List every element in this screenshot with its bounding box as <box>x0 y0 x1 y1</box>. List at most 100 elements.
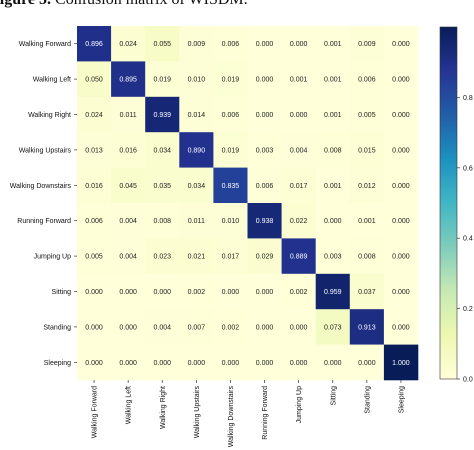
x-tick-label: Sleeping <box>398 386 405 413</box>
y-tick-label: Walking Upstairs <box>19 147 72 154</box>
cell-value-label: 0.024 <box>119 41 137 48</box>
cell-value-label: 0.000 <box>324 360 342 367</box>
cell-value-label: 0.001 <box>324 41 342 48</box>
cell-value-label: 0.000 <box>85 324 103 331</box>
cell-value-label: 0.835 <box>222 183 240 190</box>
cell-value-label: 0.019 <box>153 77 171 84</box>
cell-value-label: 0.007 <box>188 324 206 331</box>
heatmap-cell <box>145 309 180 345</box>
cell-value-label: 0.004 <box>119 218 137 225</box>
heatmap-cell <box>247 238 282 275</box>
heatmap-cell <box>383 61 419 98</box>
x-tick-label: Walking Left <box>126 386 133 424</box>
heatmap-cell <box>77 132 112 168</box>
cell-value-label: 0.017 <box>290 183 308 190</box>
heatmap-cell <box>349 96 385 133</box>
heatmap-cell <box>383 203 419 239</box>
cell-value-label: 0.896 <box>85 41 103 48</box>
cell-value-label: 0.006 <box>256 183 274 190</box>
heatmap-cell <box>281 203 316 239</box>
cell-value-label: 0.006 <box>358 77 376 84</box>
heatmap-cell <box>383 132 419 168</box>
heatmap-cell <box>111 132 146 168</box>
cell-value-label: 0.016 <box>85 183 103 190</box>
heatmap-cell <box>383 273 419 310</box>
heatmap-cell <box>383 344 419 381</box>
heatmap-cell <box>349 344 385 381</box>
cell-value-label: 0.021 <box>188 254 206 261</box>
heatmap-cell <box>213 96 248 133</box>
heatmap-cell <box>179 26 214 62</box>
cell-value-label: 0.000 <box>392 41 410 48</box>
heatmap-cell <box>111 26 146 62</box>
figure-caption-label: Figure 5. <box>0 0 51 8</box>
heatmap-cell <box>179 96 214 133</box>
heatmap-cell <box>383 96 419 133</box>
heatmap-cell <box>145 96 180 133</box>
cell-value-label: 0.010 <box>222 218 240 225</box>
heatmap-cell <box>213 238 248 275</box>
heatmap-cell <box>213 273 248 310</box>
cell-value-label: 0.000 <box>256 41 274 48</box>
cell-value-label: 0.000 <box>392 254 410 261</box>
heatmap-cell <box>349 203 385 239</box>
heatmap-cell <box>179 273 214 310</box>
heatmap-cell <box>383 309 419 345</box>
cell-value-label: 0.000 <box>119 360 137 367</box>
cell-value-label: 0.017 <box>222 254 240 261</box>
x-tick-label: Sitting <box>330 386 337 406</box>
cell-value-label: 0.004 <box>153 324 171 331</box>
heatmap-cell <box>145 238 180 275</box>
cell-value-label: 0.000 <box>392 324 410 331</box>
cell-value-label: 0.000 <box>256 77 274 84</box>
heatmap-cell <box>77 61 112 98</box>
heatmap-cell <box>213 309 248 345</box>
cell-value-label: 0.003 <box>256 147 274 154</box>
heatmap-cell <box>315 167 351 204</box>
heatmap-cell <box>315 344 351 381</box>
heatmap-cell <box>111 238 146 275</box>
heatmap-cell <box>315 96 351 133</box>
figure-caption: Figure 5. Confusion matrix of WISDM. <box>0 0 248 9</box>
cell-value-label: 0.000 <box>290 112 308 119</box>
cell-value-label: 0.073 <box>324 324 342 331</box>
cell-value-label: 0.006 <box>222 41 240 48</box>
cell-value-label: 0.890 <box>188 147 206 154</box>
heatmap-cell <box>179 61 214 98</box>
cell-value-label: 0.024 <box>85 112 103 119</box>
heatmap-cell <box>213 167 248 204</box>
cell-value-label: 0.913 <box>358 324 376 331</box>
cell-value-label: 0.019 <box>222 77 240 84</box>
cell-value-label: 0.000 <box>290 360 308 367</box>
heatmap-cell <box>315 61 351 98</box>
cell-value-label: 0.000 <box>324 218 342 225</box>
y-tick-label: Walking Forward <box>19 41 71 48</box>
cell-value-label: 0.000 <box>119 289 137 296</box>
heatmap-cell <box>349 167 385 204</box>
heatmap-cell <box>145 344 180 381</box>
cell-value-label: 0.000 <box>392 147 410 154</box>
cell-value-label: 0.006 <box>222 112 240 119</box>
cell-value-label: 0.000 <box>392 289 410 296</box>
figure-caption-text: Confusion matrix of WISDM. <box>55 0 248 8</box>
cell-value-label: 0.002 <box>188 289 206 296</box>
heatmap-cell <box>281 167 316 204</box>
cell-value-label: 0.005 <box>358 112 376 119</box>
heatmap-cell <box>349 309 385 345</box>
cell-value-label: 0.010 <box>188 77 206 84</box>
heatmap-cell <box>349 132 385 168</box>
heatmap-cell <box>179 132 214 168</box>
cell-value-label: 0.000 <box>256 324 274 331</box>
heatmap-cell <box>247 132 282 168</box>
heatmap-cell <box>77 203 112 239</box>
cell-value-label: 0.000 <box>290 324 308 331</box>
heatmap-cell <box>383 238 419 275</box>
heatmap-cell <box>77 167 112 204</box>
cell-value-label: 0.003 <box>324 254 342 261</box>
heatmap-cell <box>281 344 316 381</box>
cell-value-label: 0.001 <box>290 77 308 84</box>
heatmap-cell <box>145 61 180 98</box>
cell-value-label: 0.050 <box>85 77 103 84</box>
cell-value-label: 0.035 <box>153 183 171 190</box>
